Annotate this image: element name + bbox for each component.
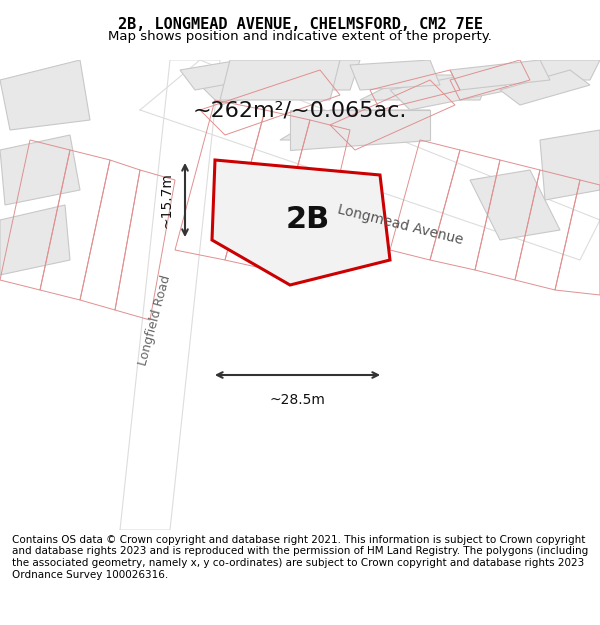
Polygon shape (450, 60, 550, 90)
Polygon shape (180, 60, 250, 90)
Polygon shape (220, 60, 360, 90)
Polygon shape (200, 65, 300, 105)
Text: 2B, LONGMEAD AVENUE, CHELMSFORD, CM2 7EE: 2B, LONGMEAD AVENUE, CHELMSFORD, CM2 7EE (118, 17, 482, 32)
Polygon shape (360, 75, 490, 100)
Text: Contains OS data © Crown copyright and database right 2021. This information is : Contains OS data © Crown copyright and d… (12, 535, 588, 579)
Polygon shape (140, 60, 600, 260)
Polygon shape (290, 110, 430, 150)
Text: Map shows position and indicative extent of the property.: Map shows position and indicative extent… (108, 30, 492, 43)
Text: ~262m²/~0.065ac.: ~262m²/~0.065ac. (193, 100, 407, 120)
Polygon shape (490, 60, 600, 80)
Text: 2B: 2B (285, 204, 329, 234)
Polygon shape (0, 205, 70, 275)
Polygon shape (390, 70, 510, 110)
Polygon shape (120, 60, 220, 530)
Polygon shape (0, 135, 80, 205)
Text: ~28.5m: ~28.5m (269, 393, 325, 407)
Text: Longfield Road: Longfield Road (137, 273, 173, 367)
Text: Longmead Avenue: Longmead Avenue (336, 202, 464, 248)
Polygon shape (540, 130, 600, 200)
Polygon shape (350, 60, 440, 90)
Polygon shape (220, 60, 340, 100)
Polygon shape (280, 110, 430, 140)
Polygon shape (0, 60, 90, 130)
Polygon shape (500, 70, 590, 105)
Polygon shape (212, 160, 390, 285)
Text: ~15.7m: ~15.7m (159, 172, 173, 228)
Polygon shape (470, 170, 560, 240)
